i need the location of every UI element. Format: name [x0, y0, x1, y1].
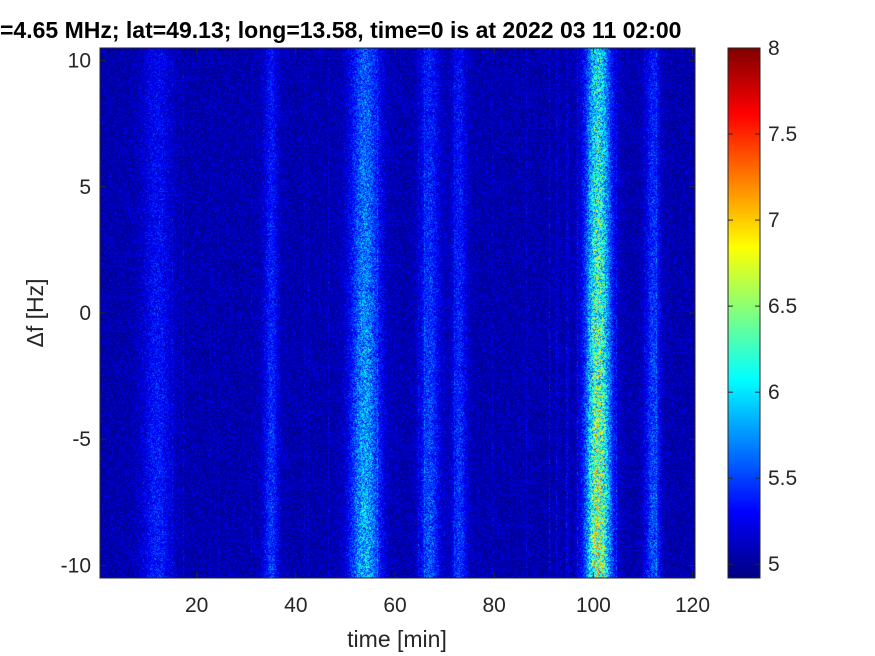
x-tick-label: 20: [185, 594, 208, 617]
colorbar-tick-label: 7.5: [768, 123, 797, 146]
y-tick-label: 0: [79, 302, 91, 325]
colorbar-tick-label: 6.5: [768, 295, 797, 318]
x-tick-label: 80: [483, 594, 506, 617]
colorbar-tick-label: 7: [768, 209, 780, 232]
colorbar-gradient: [728, 48, 760, 578]
y-tick-label: -10: [61, 554, 91, 577]
colorbar-ticks: 5 5.5 6 6.5 7 7.5 8: [728, 37, 797, 576]
y-axis-label: Δf [Hz]: [22, 278, 48, 347]
y-axis-ticks: -10 -5 0 5 10: [61, 50, 695, 577]
colorbar-tick-label: 5: [768, 553, 780, 576]
colorbar-tick-label: 5.5: [768, 467, 797, 490]
y-tick-label: -5: [72, 428, 91, 451]
x-tick-label: 120: [675, 594, 710, 617]
heatmap-image: [100, 48, 695, 578]
x-tick-label: 40: [284, 594, 307, 617]
x-axis-ticks: 20 40 60 80 100 120: [185, 48, 710, 617]
y-tick-label: 5: [79, 176, 91, 199]
colorbar-tick-label: 6: [768, 381, 780, 404]
plot-area: [99, 47, 696, 579]
colorbar: 5 5.5 6 6.5 7 7.5 8: [727, 37, 797, 579]
colorbar-tick-label: 8: [768, 37, 780, 60]
colorbar-frame: [727, 47, 761, 579]
x-axis-label: time [min]: [347, 626, 447, 652]
x-tick-label: 100: [576, 594, 611, 617]
chart-title: =4.65 MHz; lat=49.13; long=13.58, time=0…: [0, 17, 681, 43]
y-tick-label: 10: [68, 50, 91, 73]
x-tick-label: 60: [383, 594, 406, 617]
